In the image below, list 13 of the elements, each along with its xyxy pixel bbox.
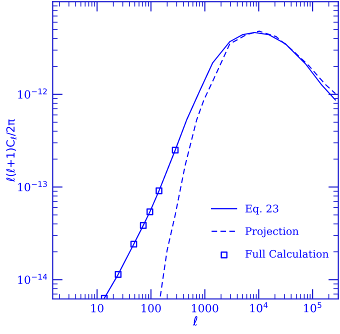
legend-label: Projection	[245, 227, 299, 238]
y-axis-title: ℓ(ℓ+1)C$_{ℓ}$/2π	[6, 119, 16, 182]
y-tick-label: 10$^{−14}$	[18, 274, 48, 284]
x-tick-label: 1000	[192, 304, 218, 312]
x-tick-label: 10	[91, 304, 104, 312]
y-tick-label: 10$^{−12}$	[18, 88, 47, 99]
y-tick-label: 10$^{−13}$	[18, 181, 47, 192]
legend-label: Eq. 23	[245, 204, 278, 215]
x-tick-label: 10$^{5}$	[304, 302, 322, 312]
x-tick-label: 100	[142, 304, 161, 312]
x-axis-title: ℓ	[192, 316, 198, 326]
x-tick-label: 10$^{4}$	[250, 302, 268, 312]
legend-label: Full Calculation	[245, 250, 329, 258]
